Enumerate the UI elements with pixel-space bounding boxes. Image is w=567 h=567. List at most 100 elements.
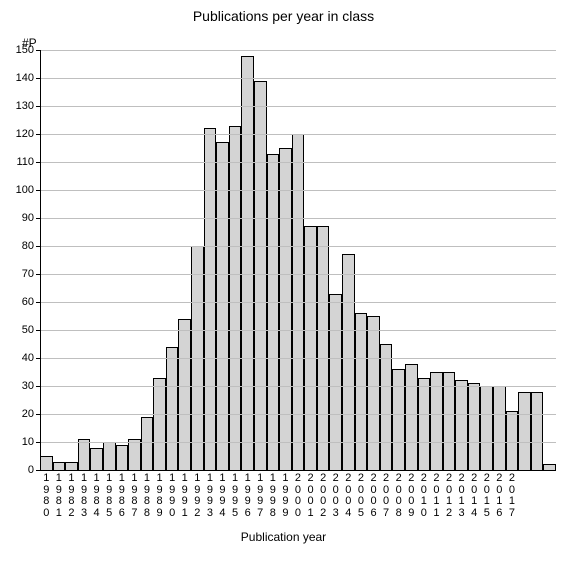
x-tick-label: 2 0 1 4	[468, 473, 481, 519]
y-tick-label: 0	[0, 464, 34, 476]
x-tick-label: 1 9 8 4	[90, 473, 103, 519]
bar	[53, 462, 66, 470]
x-tick-label: 1 9 8 3	[78, 473, 91, 519]
bar	[317, 226, 330, 470]
chart-container: Publications per year in class #P Public…	[0, 0, 567, 567]
bar	[304, 226, 317, 470]
x-tick-label: 1 9 9 8	[267, 473, 280, 519]
bar	[128, 439, 141, 470]
bar	[367, 316, 380, 470]
x-tick-label: 1 9 9 0	[166, 473, 179, 519]
y-tick-label: 40	[0, 352, 34, 364]
grid-line	[40, 414, 556, 415]
bar	[141, 417, 154, 470]
bar	[90, 448, 103, 470]
grid-line	[40, 106, 556, 107]
bar	[216, 142, 229, 470]
grid-line	[40, 246, 556, 247]
grid-line	[40, 358, 556, 359]
bar	[329, 294, 342, 470]
y-tick-label: 30	[0, 380, 34, 392]
bar	[229, 126, 242, 470]
grid-line	[40, 162, 556, 163]
y-tick-label: 110	[0, 156, 34, 168]
y-tick-label: 50	[0, 324, 34, 336]
y-tick-label: 10	[0, 436, 34, 448]
bar	[392, 369, 405, 470]
x-tick-label: 2 0 0 2	[317, 473, 330, 519]
y-tick-label: 100	[0, 184, 34, 196]
grid-line	[40, 330, 556, 331]
bar	[418, 378, 431, 470]
y-tick-label: 140	[0, 72, 34, 84]
y-tick-label: 130	[0, 100, 34, 112]
x-tick-label: 1 9 8 7	[128, 473, 141, 519]
y-tick-label: 80	[0, 240, 34, 252]
bars-layer	[40, 50, 556, 470]
x-tick-label: 2 0 0 1	[304, 473, 317, 519]
x-tick-label: 1 9 8 5	[103, 473, 116, 519]
x-tick-label: 2 0 1 5	[480, 473, 493, 519]
x-axis-title: Publication year	[0, 530, 567, 544]
bar	[178, 319, 191, 470]
bar	[531, 392, 544, 470]
x-tick-label: 2 0 0 6	[367, 473, 380, 519]
x-tick-label: 1 9 9 2	[191, 473, 204, 519]
bar	[279, 148, 292, 470]
bar	[493, 386, 506, 470]
x-tick-label: 1 9 9 3	[204, 473, 217, 519]
x-tick-label: 1 9 9 4	[216, 473, 229, 519]
grid-line	[40, 78, 556, 79]
y-tick-label: 90	[0, 212, 34, 224]
bar	[254, 81, 267, 470]
x-tick-label: 2 0 1 6	[493, 473, 506, 519]
x-tick-label: 2 0 1 2	[443, 473, 456, 519]
x-tick-label: 1 9 8 8	[141, 473, 154, 519]
bar	[455, 380, 468, 470]
y-tick-label: 120	[0, 128, 34, 140]
bar	[355, 313, 368, 470]
grid-line	[40, 386, 556, 387]
x-tick-label: 1 9 8 0	[40, 473, 53, 519]
bar	[267, 154, 280, 470]
bar	[65, 462, 78, 470]
grid-line	[40, 50, 556, 51]
grid-line	[40, 134, 556, 135]
x-tick-label: 2 0 0 5	[355, 473, 368, 519]
bar	[380, 344, 393, 470]
x-tick-label: 2 0 0 0	[292, 473, 305, 519]
bar	[204, 128, 217, 470]
bar	[116, 445, 129, 470]
bar	[506, 411, 519, 470]
grid-line	[40, 218, 556, 219]
x-tick-label: 2 0 0 3	[329, 473, 342, 519]
x-tick-label: 2 0 1 1	[430, 473, 443, 519]
x-tick-label: 1 9 8 1	[53, 473, 66, 519]
x-tick-label: 2 0 0 7	[380, 473, 393, 519]
x-tick-label: 1 9 9 9	[279, 473, 292, 519]
bar	[518, 392, 531, 470]
x-tick-label: 1 9 9 1	[178, 473, 191, 519]
bar	[241, 56, 254, 470]
x-tick-label: 2 0 0 8	[392, 473, 405, 519]
bar	[78, 439, 91, 470]
x-tick-label: 1 9 9 5	[229, 473, 242, 519]
grid-line	[40, 302, 556, 303]
bar	[153, 378, 166, 470]
grid-line	[40, 274, 556, 275]
x-axis-line	[40, 470, 556, 471]
bar	[405, 364, 418, 470]
x-tick-label: 2 0 1 0	[418, 473, 431, 519]
plot-area	[40, 50, 556, 470]
x-tick-label: 2 0 1 3	[455, 473, 468, 519]
x-tick-label: 1 9 9 6	[241, 473, 254, 519]
x-tick-label: 2 0 0 4	[342, 473, 355, 519]
chart-title: Publications per year in class	[0, 8, 567, 24]
grid-line	[40, 442, 556, 443]
bar	[342, 254, 355, 470]
bar	[480, 386, 493, 470]
y-tick-label: 150	[0, 44, 34, 56]
x-tick-label: 2 0 1 7	[506, 473, 519, 519]
y-tick-label: 60	[0, 296, 34, 308]
y-tick-label: 20	[0, 408, 34, 420]
